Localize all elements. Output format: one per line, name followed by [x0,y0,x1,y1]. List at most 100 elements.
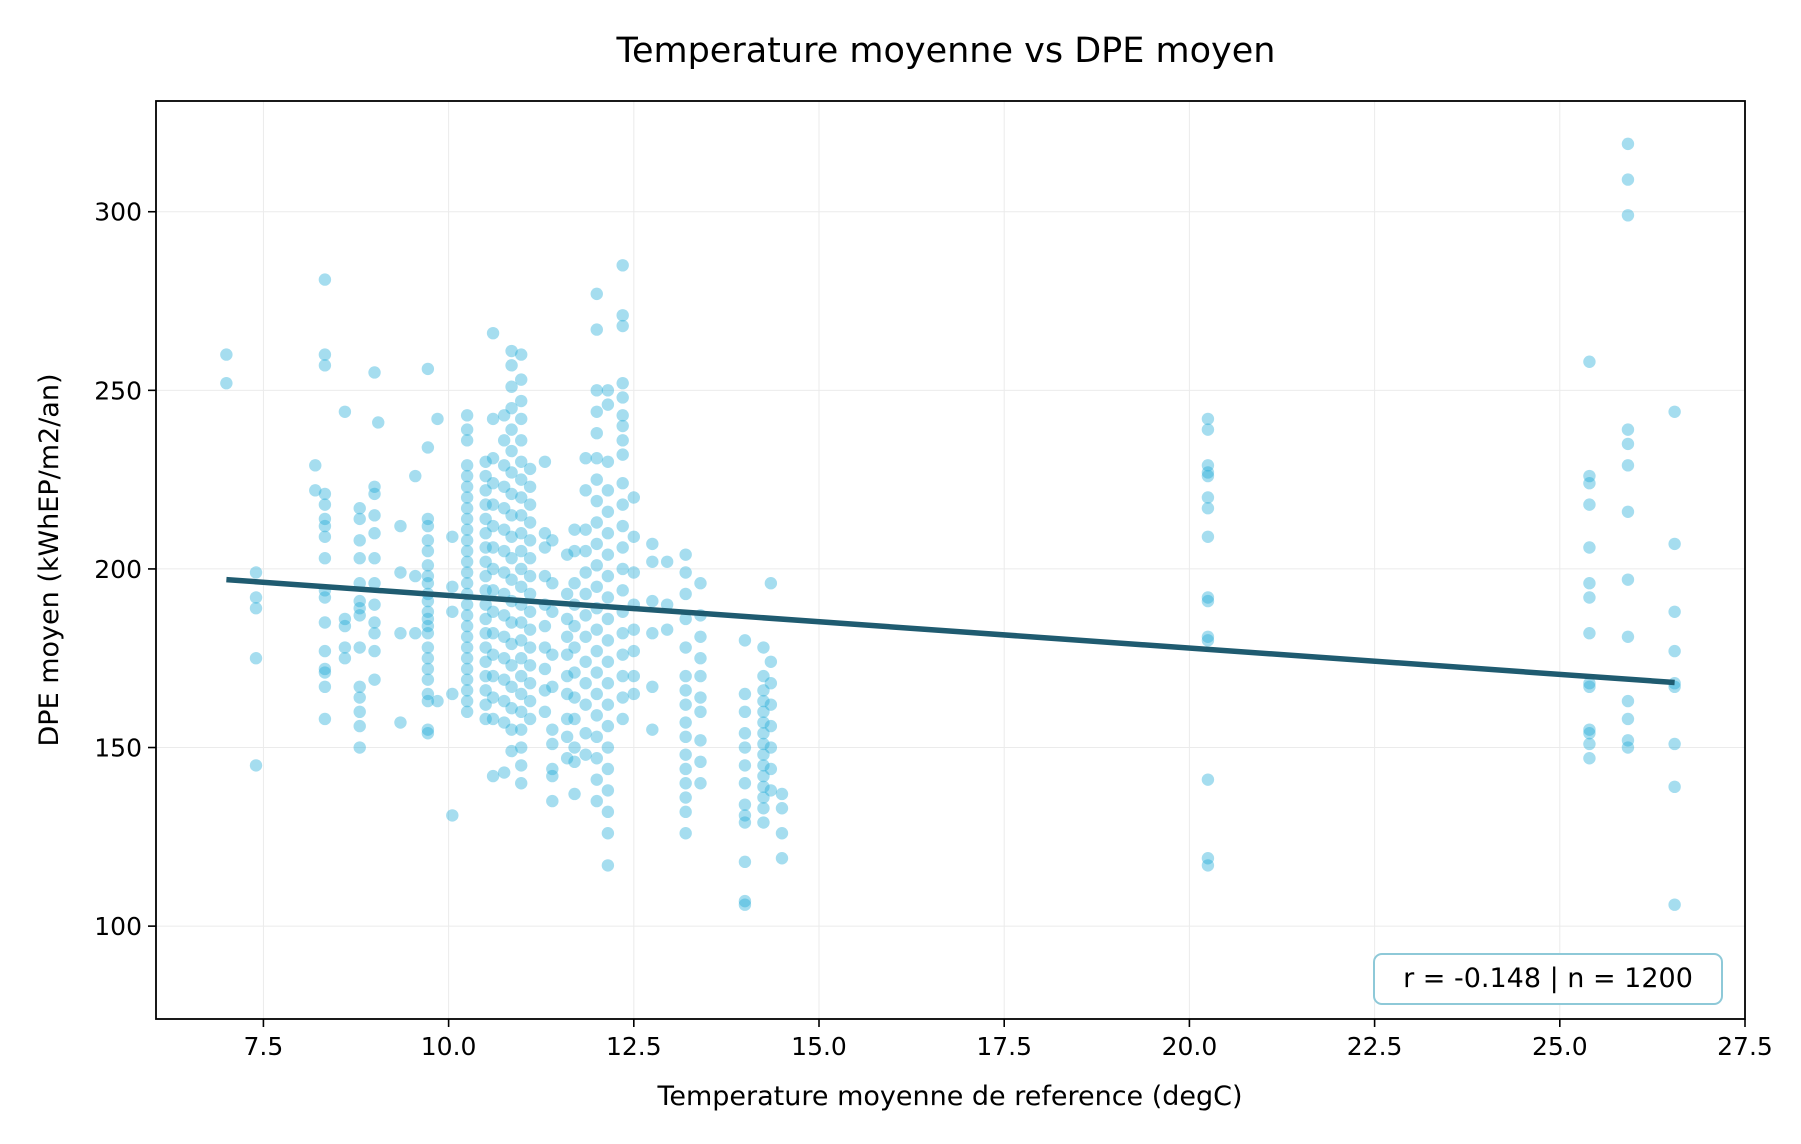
data-point [601,719,615,733]
data-point [486,669,500,683]
data-point [523,623,537,636]
data-point [590,644,603,658]
data-point [616,584,629,597]
data-point [590,384,603,397]
data-point [601,484,615,497]
data-point [1583,541,1596,554]
data-point [546,605,559,618]
data-point [538,662,552,676]
data-point [1621,209,1635,222]
data-point [421,594,435,608]
data-point [421,559,435,572]
data-point [486,519,500,533]
data-point [421,727,435,740]
data-point [523,659,537,672]
data-point [409,627,422,640]
data-point [515,373,528,386]
data-point [1583,737,1596,751]
data-point [738,809,752,822]
data-point [505,509,518,522]
y-tick-label: 200 [94,555,142,584]
data-point [601,762,615,776]
data-point [505,702,518,715]
x-tick-label: 27.5 [1717,1032,1773,1061]
data-point [460,609,474,622]
data-point [579,587,592,601]
data-point [590,537,603,551]
data-point [1201,591,1215,604]
x-tick-label: 10.0 [421,1032,477,1061]
data-point [338,652,352,665]
data-point [601,827,615,840]
data-point [486,562,500,576]
data-point [646,723,659,736]
data-point [479,569,492,583]
data-point [1583,577,1596,590]
data-point [309,484,322,497]
data-point [515,412,528,426]
data-point [318,616,332,629]
data-point [590,473,603,486]
data-point [775,827,789,840]
data-point [409,469,422,483]
data-point [486,477,500,490]
data-point [616,627,629,640]
data-point [738,705,752,719]
data-point [1621,741,1635,754]
data-point [1583,627,1596,640]
data-point [1621,437,1635,451]
data-point [460,641,474,654]
data-point [601,455,615,468]
data-point [318,273,332,286]
data-point [579,566,592,579]
data-point [1668,537,1681,551]
data-point [1201,773,1215,786]
data-point [505,401,518,415]
data-point [318,359,332,372]
data-point [590,451,603,465]
data-point [568,577,581,590]
data-point [505,444,518,458]
data-point [446,809,459,822]
data-point [590,709,603,722]
data-point [757,780,770,794]
data-point [1621,694,1635,708]
data-point [616,309,629,322]
data-point [546,794,559,808]
data-point [515,491,528,504]
x-tick-label: 7.5 [244,1032,284,1061]
data-point [590,794,603,808]
data-point [627,491,641,504]
data-point [601,569,615,583]
data-point [515,616,528,629]
data-point [616,477,629,490]
data-point [616,448,629,461]
data-point [479,655,492,669]
data-point [738,634,752,647]
data-point [568,619,581,633]
data-point [590,516,603,529]
data-point [523,677,537,690]
data-point [568,741,581,754]
data-point [738,898,752,911]
data-point [757,748,770,761]
data-point [546,737,559,751]
data-point [486,451,500,465]
data-point [601,859,615,872]
data-point [446,530,459,543]
data-point [1621,630,1635,643]
data-point [579,748,592,761]
data-point [421,619,435,633]
data-point [505,637,518,651]
data-point [757,769,770,783]
data-point [421,627,435,640]
data-point [318,680,332,694]
data-point [515,348,528,361]
data-point [646,680,659,694]
data-point [421,362,435,376]
data-point [764,577,778,590]
data-point [497,609,511,622]
data-point [368,366,381,379]
data-point [616,541,629,554]
